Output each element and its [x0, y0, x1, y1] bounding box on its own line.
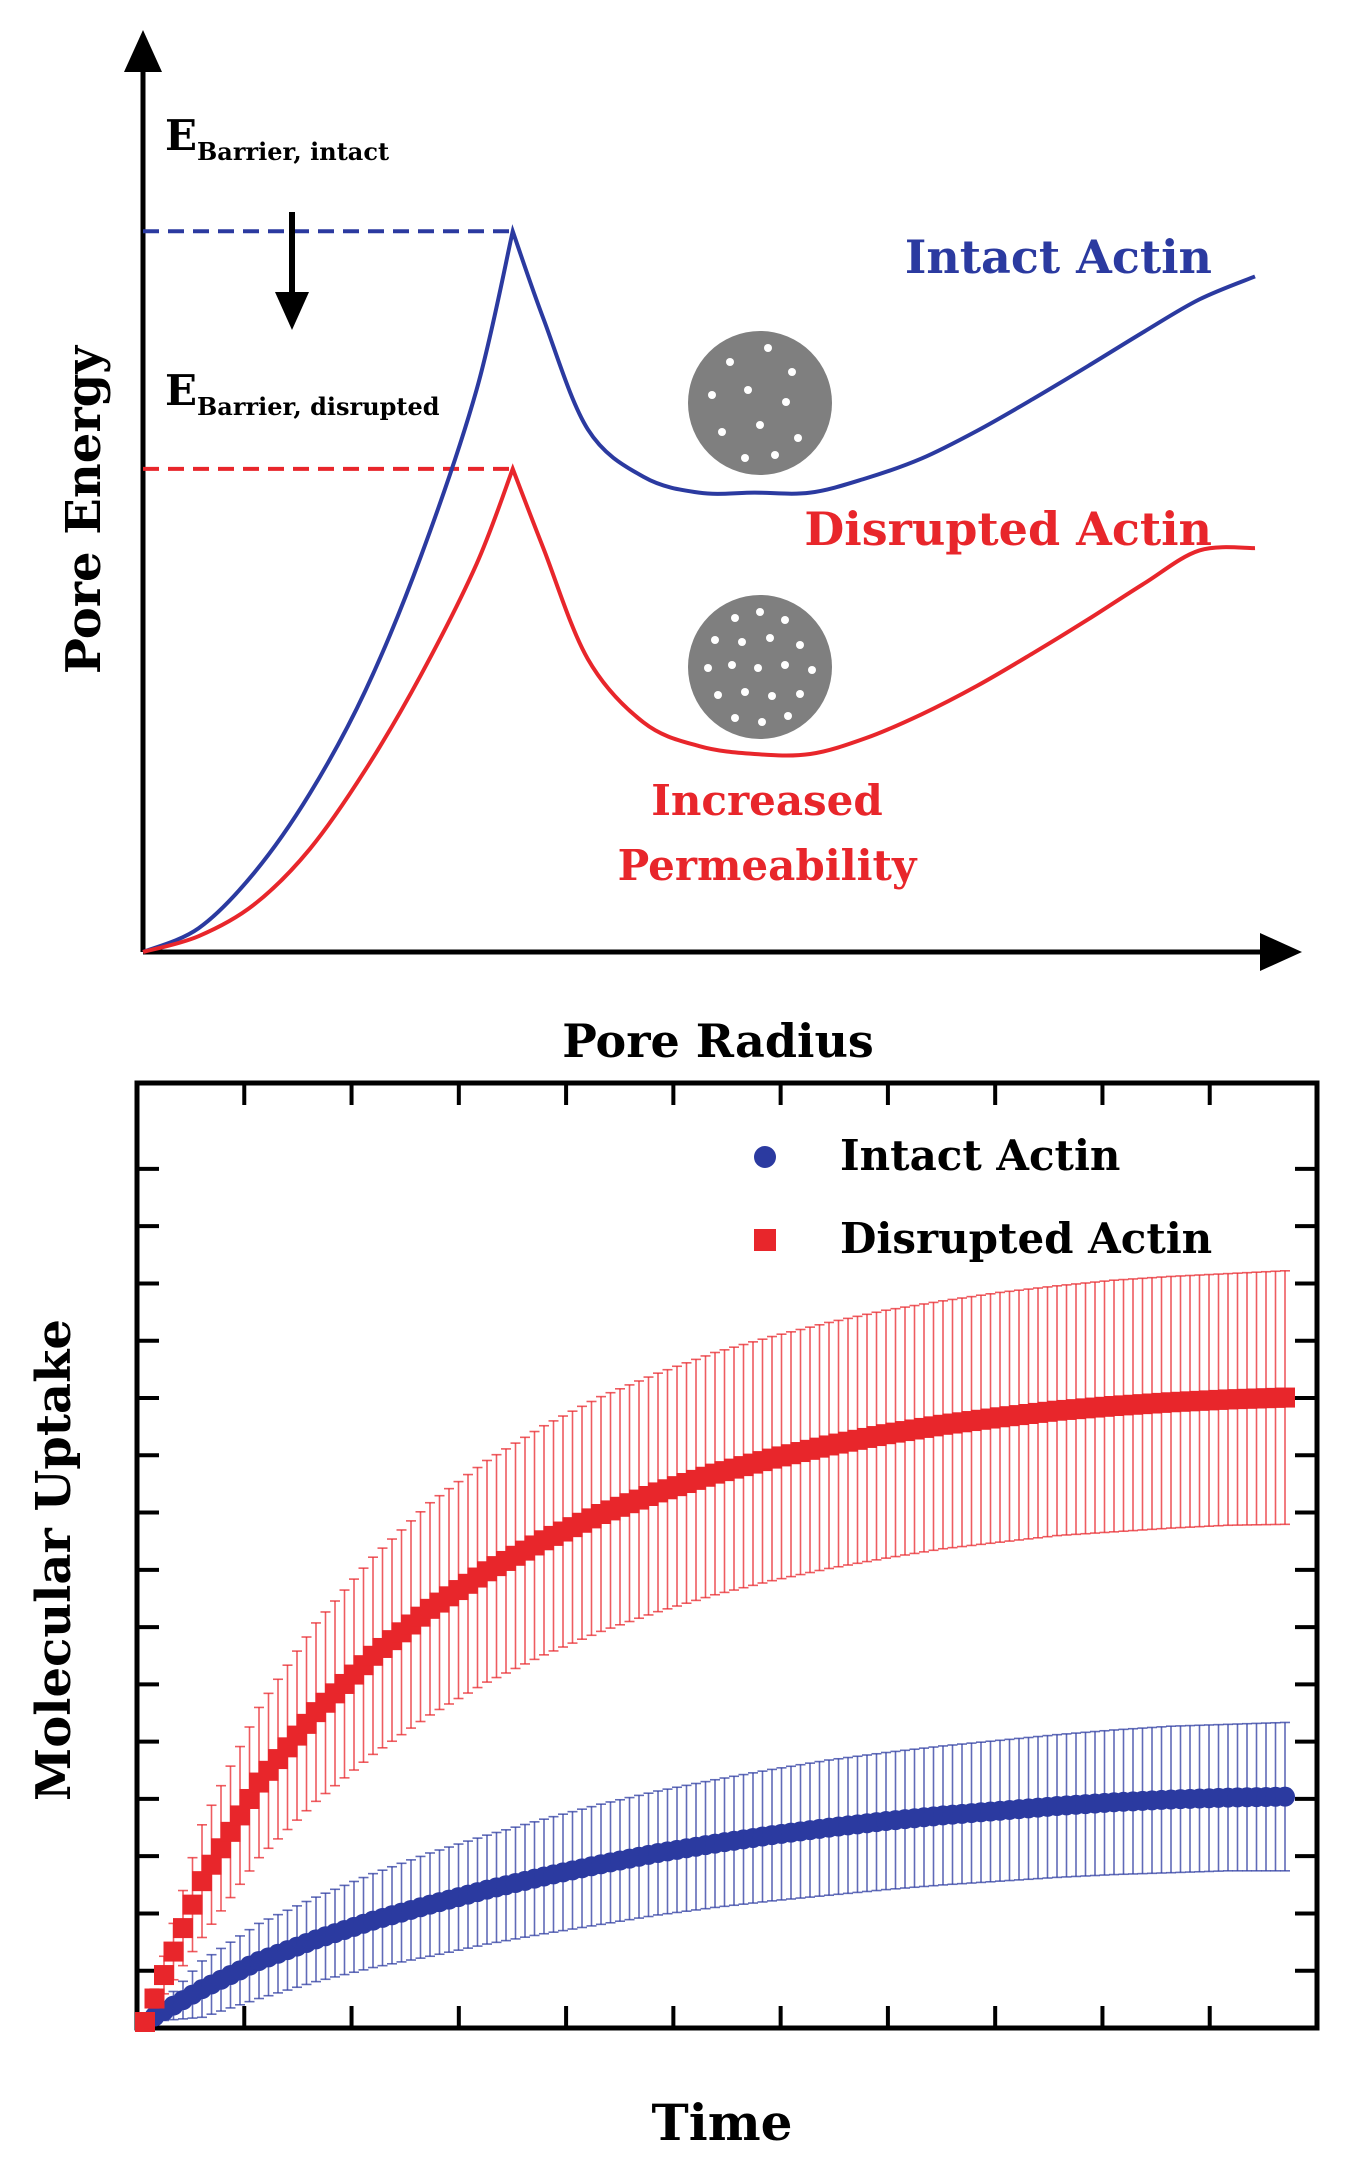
membrane-many-pores-icon: [688, 595, 832, 739]
series-intact: [135, 1721, 1295, 2032]
uptake-series: [135, 1270, 1295, 2032]
data-point: [1275, 1387, 1295, 1408]
series-disrupted: [135, 1270, 1295, 2032]
data-point: [135, 2012, 155, 2032]
membrane-few-pores-icon: [688, 331, 832, 475]
permeability-label: Permeability: [618, 841, 918, 890]
increased-label: Increased: [651, 776, 883, 825]
data-point: [239, 1788, 260, 1809]
legend-intact-marker: [754, 1146, 776, 1168]
barrier-intact-label: EBarrier, intact: [165, 111, 389, 166]
y-axis-arrow-icon: [124, 30, 162, 72]
data-point: [230, 1805, 250, 1826]
data-point: [163, 1941, 184, 1962]
uptake-chart: Molecular Uptake Time Intact Actin Disru…: [26, 1080, 1320, 2152]
data-point: [1275, 1786, 1295, 1807]
energy-diagram: Pore Energy Pore Radius EBarrier, intact…: [56, 30, 1302, 1068]
plot-frame: [134, 1080, 1320, 2031]
down-arrow-icon: [275, 292, 309, 330]
x-axis-label: Time: [652, 2093, 793, 2152]
legend-disrupted-marker: [754, 1229, 776, 1251]
legend-disrupted-label: Disrupted Actin: [840, 1214, 1212, 1263]
barrier-disrupted-label: EBarrier, disrupted: [165, 366, 440, 421]
energy-curve-disrupted: [142, 463, 1256, 954]
x-axis-arrow-icon: [1260, 933, 1302, 971]
data-point: [154, 1965, 174, 1986]
legend-intact-label: Intact Actin: [840, 1131, 1120, 1180]
data-point: [192, 1871, 212, 1892]
energy-curve-intact: [142, 224, 1256, 954]
data-point: [144, 1988, 165, 2009]
axis-ticks: [137, 1083, 1317, 2028]
disrupted-actin-label: Disrupted Actin: [804, 502, 1212, 556]
y-axis-label: Molecular Uptake: [26, 1319, 82, 1801]
data-point: [220, 1821, 241, 1842]
barrier-lines: [143, 229, 513, 471]
x-axis-label: Pore Radius: [562, 1014, 874, 1068]
data-point: [201, 1854, 222, 1875]
intact-actin-label: Intact Actin: [905, 230, 1212, 284]
energy-curves: [142, 224, 1256, 954]
data-point: [182, 1894, 203, 1915]
y-axis-label: Pore Energy: [56, 344, 112, 674]
data-point: [211, 1838, 231, 1859]
data-point: [173, 1918, 193, 1939]
